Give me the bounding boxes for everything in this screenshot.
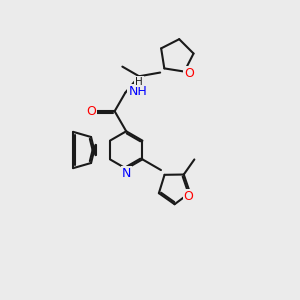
Text: N: N <box>122 167 131 180</box>
Text: O: O <box>86 105 96 118</box>
Text: H: H <box>135 76 143 87</box>
Text: O: O <box>184 190 194 203</box>
Text: O: O <box>184 67 194 80</box>
Text: NH: NH <box>128 85 147 98</box>
